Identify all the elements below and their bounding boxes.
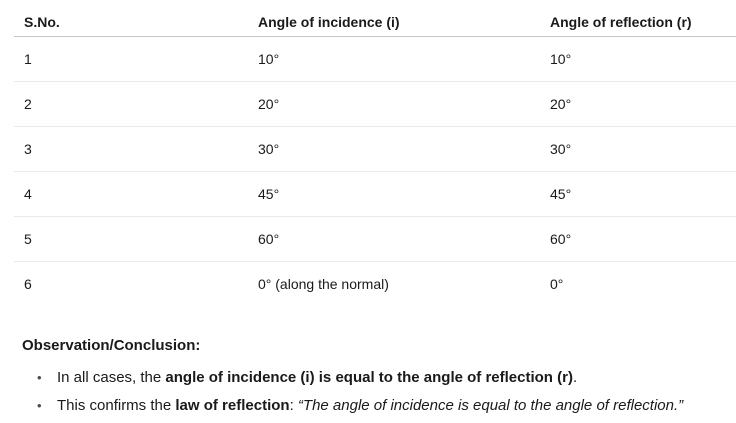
cell-sno: 6 <box>24 276 32 292</box>
cell-incidence: 60° <box>248 216 540 262</box>
cell-reflection: 0° <box>550 276 564 292</box>
table-header: S.No. Angle of incidence (i) Angle of re… <box>14 0 736 37</box>
cell-reflection: 60° <box>540 216 736 262</box>
cell-incidence: 0° (along the normal) <box>258 276 389 292</box>
table-row: 1 10° 10° <box>14 36 736 82</box>
bullet-2-text-pre: This confirms the <box>57 397 176 414</box>
bullet-icon: • <box>37 398 42 413</box>
column-header-reflection: Angle of reflection (r) <box>540 0 736 37</box>
table-body: 1 10° 10° 2 20° 20° 3 30° 30° 4 45° 45° 5 60° 60° 6 0° (… <box>14 36 736 307</box>
bullet-icon: • <box>37 370 42 385</box>
table-row: 3 30° 30° <box>14 126 736 172</box>
bullet-1-text-pre: In all cases, the <box>57 369 166 386</box>
observations-table: S.No. Angle of incidence (i) Angle of re… <box>14 0 736 306</box>
table-row: 5 60° 60° <box>14 216 736 262</box>
conclusion-heading: Observation/Conclusion: <box>22 337 201 354</box>
cell-sno: 3 <box>14 126 248 172</box>
conclusion-list: • In all cases, the angle of incidence (i… <box>0 368 736 415</box>
conclusion-bullet-2: • This confirms the law of reflection: “T… <box>37 396 726 415</box>
cell-reflection: 10° <box>540 36 736 82</box>
bullet-2-text-post: : <box>289 397 298 414</box>
table-header-row: S.No. Angle of incidence (i) Angle of re… <box>14 0 736 37</box>
bullet-2-text-italic: “The angle of incidence is equal to the … <box>297 397 684 414</box>
conclusion-bullet-1: • In all cases, the angle of incidence (i… <box>37 368 726 387</box>
column-header-incidence: Angle of incidence (i) <box>248 0 540 37</box>
table-row: 6 0° (along the normal) 0° <box>14 262 736 307</box>
cell-incidence: 20° <box>248 81 540 127</box>
cell-incidence: 45° <box>248 171 540 217</box>
cell-reflection: 45° <box>540 171 736 217</box>
cell-sno: 2 <box>14 81 248 127</box>
cell-sno: 4 <box>14 171 248 217</box>
cell-reflection: 20° <box>540 81 736 127</box>
bullet-1-text-bold: angle of incidence (i) is equal to the a… <box>165 369 573 386</box>
column-header-sno: S.No. <box>14 0 248 37</box>
cell-reflection: 30° <box>540 126 736 172</box>
cell-incidence: 30° <box>248 126 540 172</box>
bullet-1-text-post: . <box>572 369 578 386</box>
cell-sno: 5 <box>14 216 248 262</box>
table-row: 4 45° 45° <box>14 171 736 217</box>
table-row: 2 20° 20° <box>14 81 736 127</box>
bullet-2-text-bold: law of reflection <box>175 397 290 414</box>
cell-sno: 1 <box>14 36 248 82</box>
cell-incidence: 10° <box>248 36 540 82</box>
